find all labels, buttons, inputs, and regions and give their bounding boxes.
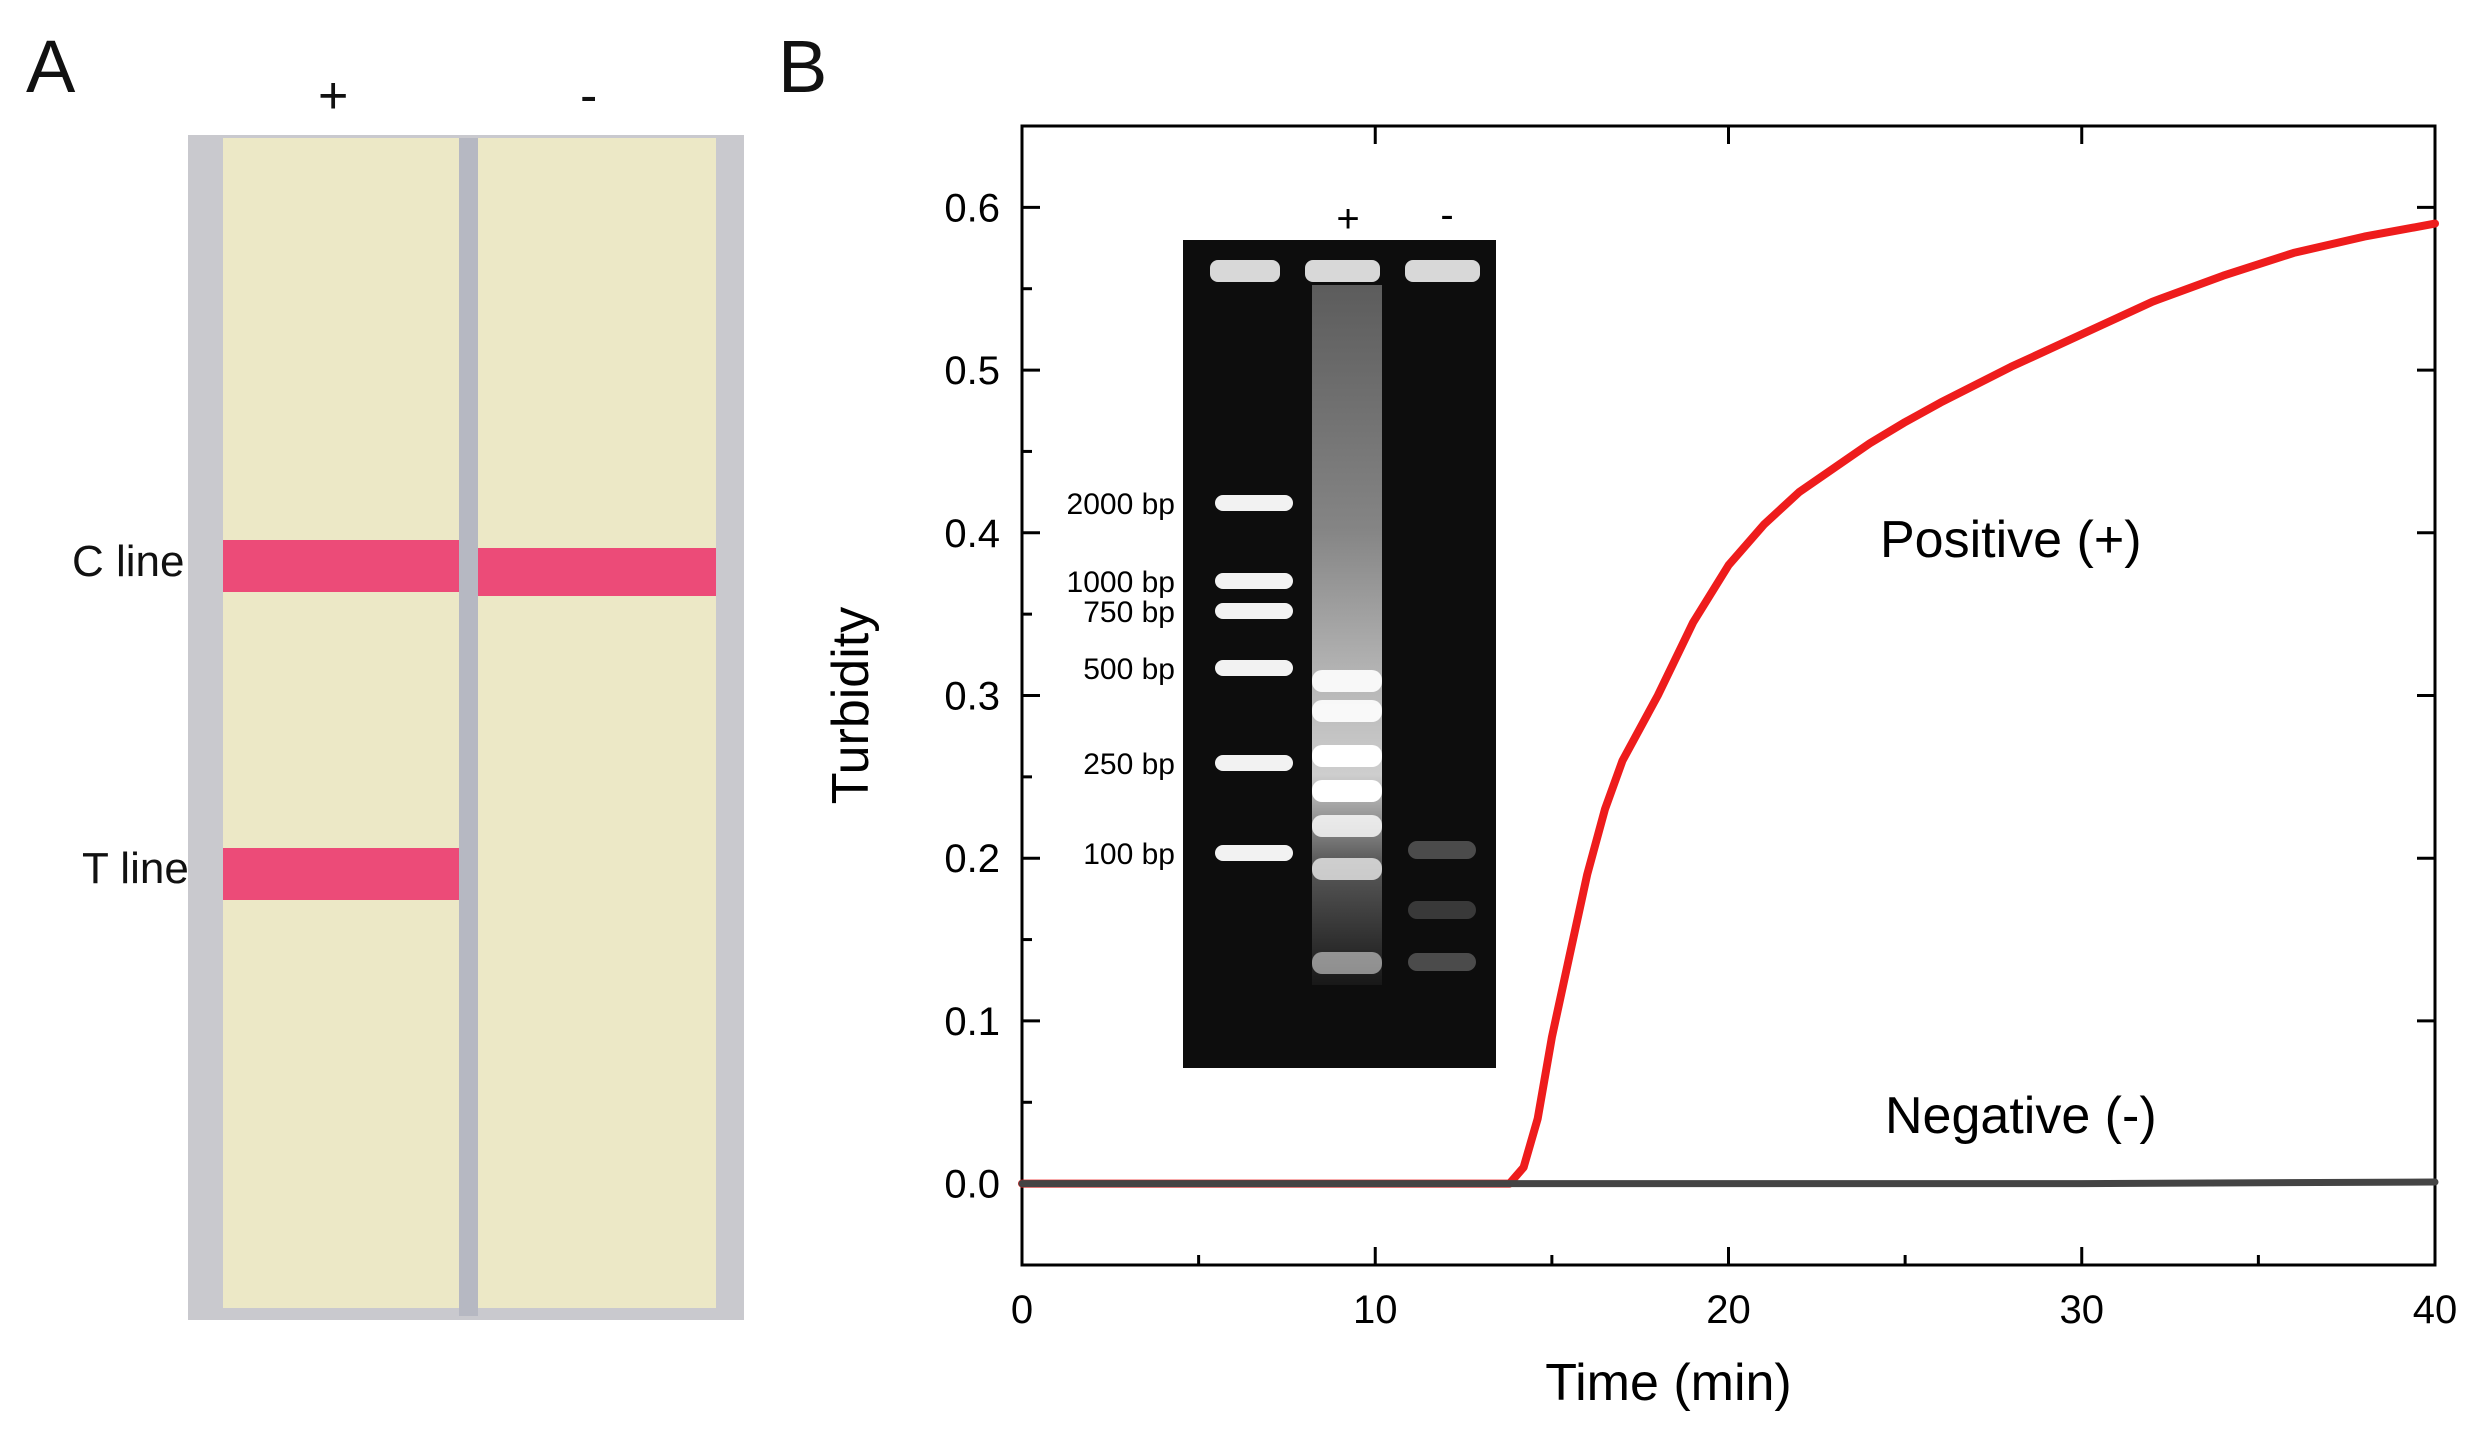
strip-negative xyxy=(478,138,716,1308)
c-band-negative xyxy=(478,548,716,596)
c-line-label: C line xyxy=(72,537,185,586)
y-axis-label: Turbidity xyxy=(822,607,880,804)
series-negative-line xyxy=(1018,1178,2439,1188)
annotation-negative: Negative (-) xyxy=(1885,1087,2157,1145)
y-tick-label: 0.6 xyxy=(944,186,1000,230)
y-tick-label: 0.1 xyxy=(944,1000,1000,1044)
ladder-band xyxy=(1215,603,1293,619)
t-line-label: T line xyxy=(82,844,189,893)
ladder-band xyxy=(1215,495,1293,511)
positive-lane-band xyxy=(1312,670,1382,692)
gel-well xyxy=(1405,260,1480,282)
y-tick-label: 0.4 xyxy=(944,512,1000,556)
negative-lane-band xyxy=(1408,841,1476,859)
c-band-positive xyxy=(223,540,459,592)
positive-lane-band xyxy=(1312,745,1382,767)
ladder-label: 750 bp xyxy=(1083,596,1175,629)
panel-a-letter: A xyxy=(26,25,76,108)
x-axis-label: Time (min) xyxy=(1545,1354,1792,1412)
positive-lane-band xyxy=(1312,952,1382,974)
gel-well xyxy=(1210,260,1280,282)
x-tick-label: 20 xyxy=(1706,1288,1751,1332)
strip-plus-label: + xyxy=(318,67,349,125)
negative-lane-band xyxy=(1408,901,1476,919)
ladder-label: 2000 bp xyxy=(1067,488,1175,521)
strip-positive xyxy=(223,138,459,1308)
positive-lane-band xyxy=(1312,815,1382,837)
x-tick-label: 0 xyxy=(1011,1288,1033,1332)
ladder-band xyxy=(1215,660,1293,676)
panel-b-letter: B xyxy=(778,25,828,108)
y-tick-label: 0.0 xyxy=(944,1163,1000,1207)
y-tick-label: 0.3 xyxy=(944,675,1000,719)
x-tick-label: 40 xyxy=(2413,1288,2458,1332)
negative-lane-band xyxy=(1408,953,1476,971)
ladder-band xyxy=(1215,573,1293,589)
ladder-label: 250 bp xyxy=(1083,748,1175,781)
strip-minus-label: - xyxy=(580,67,598,125)
x-tick-label: 30 xyxy=(2060,1288,2105,1332)
ladder-band xyxy=(1215,845,1293,861)
gel-lane-plus-label: + xyxy=(1336,197,1359,241)
y-tick-label: 0.2 xyxy=(944,837,1000,881)
y-tick-label: 0.5 xyxy=(944,349,1000,393)
x-tick-label: 10 xyxy=(1353,1288,1398,1332)
gel-lane-minus-label: - xyxy=(1440,193,1453,237)
positive-lane-band xyxy=(1312,700,1382,722)
positive-lane-band xyxy=(1312,858,1382,880)
ladder-label: 500 bp xyxy=(1083,653,1175,686)
ladder-band xyxy=(1215,755,1293,771)
strip-divider xyxy=(459,138,478,1316)
ladder-label: 100 bp xyxy=(1083,838,1175,871)
annotation-positive: Positive (+) xyxy=(1880,511,2142,569)
series-positive-line xyxy=(1018,219,2439,1188)
ladder-label: 1000 bp xyxy=(1067,566,1175,599)
positive-lane-band xyxy=(1312,780,1382,802)
t-band-positive xyxy=(223,848,459,900)
gel-well xyxy=(1305,260,1380,282)
